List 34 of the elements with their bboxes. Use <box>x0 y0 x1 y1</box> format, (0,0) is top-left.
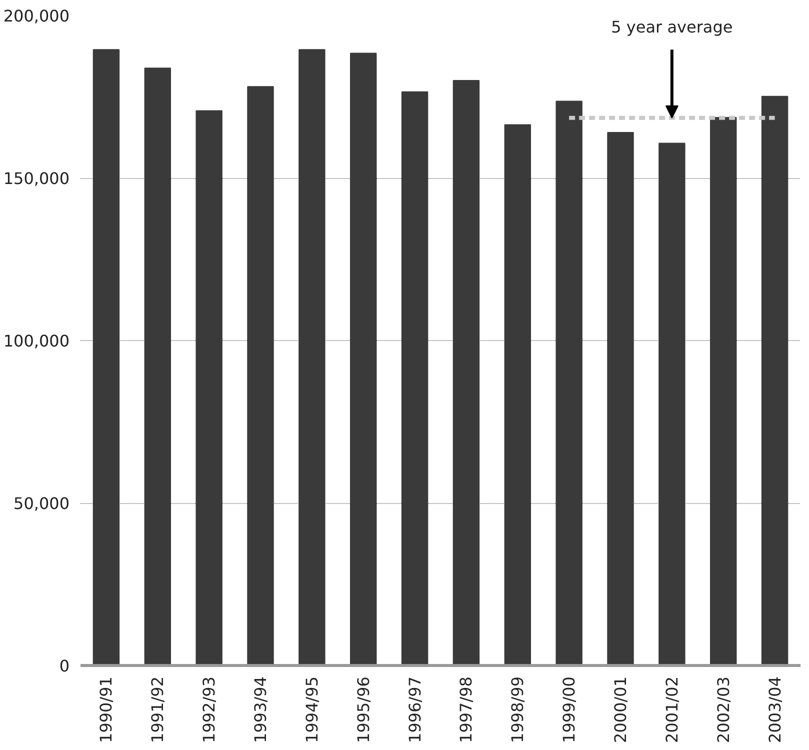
y-tick-label: 200,000 <box>3 6 70 26</box>
x-tick-label: 2003/04 <box>765 676 784 743</box>
bar <box>401 91 428 666</box>
bar <box>761 96 788 666</box>
bar <box>350 52 377 666</box>
bar <box>658 142 686 666</box>
y-tick-label: 100,000 <box>3 332 70 350</box>
x-tick-label: 1994/95 <box>302 676 322 743</box>
bar <box>504 124 531 666</box>
x-tick-label: 1996/97 <box>405 676 424 743</box>
annotation: 5 year average <box>611 18 733 37</box>
x-tick-label: 1998/99 <box>508 676 528 743</box>
bar <box>298 49 326 666</box>
x-tick-label: 2001/02 <box>662 676 682 743</box>
x-tick-label: 1990/91 <box>96 676 116 743</box>
bar <box>144 68 171 666</box>
x-tick-label: 1995/96 <box>354 676 373 743</box>
x-tick-label: 2000/01 <box>611 676 630 743</box>
x-tick-label: 1993/94 <box>251 676 270 743</box>
bar <box>196 110 222 666</box>
bar <box>607 132 634 666</box>
x-tick-label: 1992/93 <box>200 676 219 743</box>
bar <box>92 49 120 666</box>
y-tick-label: 150,000 <box>3 169 70 188</box>
x-tick-label: 1991/92 <box>148 676 168 743</box>
y-tick-label: 0 <box>59 656 70 676</box>
bar <box>710 117 737 666</box>
bar <box>452 80 480 666</box>
x-tick-label: 1999/00 <box>560 676 579 743</box>
bar <box>556 100 582 666</box>
y-tick-label: 50,000 <box>14 494 70 513</box>
bar <box>247 86 274 666</box>
x-tick-label: 2002/03 <box>714 676 733 743</box>
x-tick-label: 1997/98 <box>456 676 476 743</box>
